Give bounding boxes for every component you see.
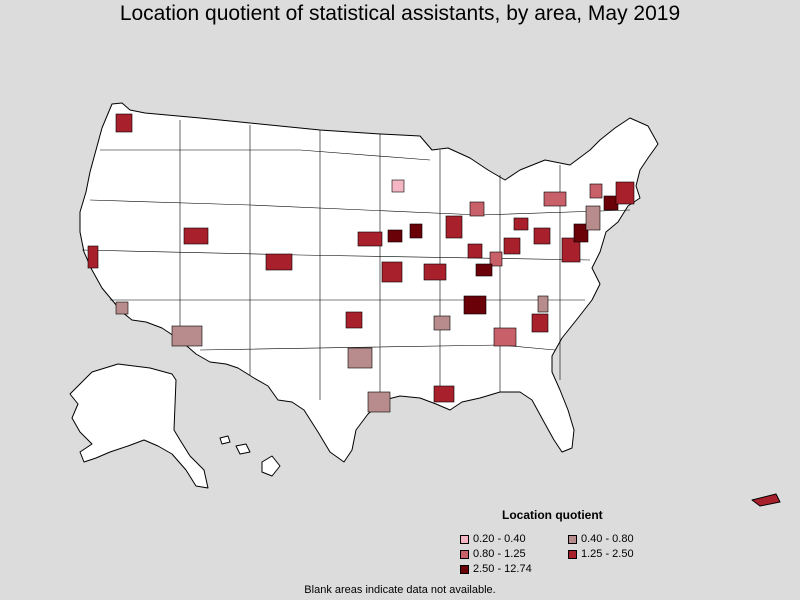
legend-title: Location quotient [502,508,603,522]
area-boston [615,181,635,205]
area-chicago [445,215,463,239]
area-philadelphia [585,205,601,231]
hawaii-island [261,455,281,477]
alaska-shape [69,363,209,489]
footnote: Blank areas indicate data not available. [304,584,496,596]
legend-item: 0.40 - 0.80 [568,533,634,545]
area-des-moines [387,229,403,243]
legend-label: 1.25 - 2.50 [581,548,634,560]
area-denver [265,253,293,271]
hawaii-island [219,435,231,445]
legend-label: 0.20 - 0.40 [473,533,526,545]
area-minneapolis [391,179,405,193]
area-phoenix [171,325,203,347]
area-asheville [537,295,549,313]
legend-swatch [460,564,469,574]
area-sf-bay [87,245,99,269]
map-title: Location quotient of statistical assista… [119,2,681,25]
legend-swatch [460,549,469,559]
area-baltimore [573,223,589,243]
area-columbus [503,237,521,255]
area-los-angeles [115,301,129,315]
area-atlanta [493,327,517,347]
legend-item: 2.50 - 12.74 [460,563,532,575]
area-indianapolis [467,243,483,259]
area-cincinnati [489,251,503,267]
legend-swatch [460,534,469,544]
area-houston [367,391,391,413]
area-louisville [475,263,493,277]
area-iowa-city [409,223,423,239]
area-charlotte [531,313,549,333]
legend-swatch [568,534,577,544]
contiguous-us-shape [79,102,659,463]
area-rochester [543,191,567,207]
legend-item: 0.20 - 0.40 [460,533,526,545]
area-st-louis [423,263,447,281]
legend-label: 2.50 - 12.74 [473,563,532,575]
legend-item: 1.25 - 2.50 [568,548,634,560]
legend-label: 0.40 - 0.80 [581,533,634,545]
legend-swatch [568,549,577,559]
area-kansas-city [381,261,403,283]
area-seattle [115,113,133,133]
hawaii-island [235,443,251,455]
legend-item: 0.80 - 1.25 [460,548,526,560]
area-omaha [357,231,383,247]
area-dallas [347,347,373,369]
area-new-orleans [433,385,455,403]
area-washington [561,237,581,263]
area-pittsburgh [533,227,551,245]
legend-label: 0.80 - 1.25 [473,548,526,560]
puerto-rico-shape [751,493,781,507]
area-memphis [433,315,451,331]
area-albuquerque [345,311,363,329]
area-cleveland [513,217,529,231]
area-albany [589,183,603,199]
area-salt-lake [183,227,209,245]
area-milwaukee [469,201,485,217]
area-nashville [463,295,487,315]
